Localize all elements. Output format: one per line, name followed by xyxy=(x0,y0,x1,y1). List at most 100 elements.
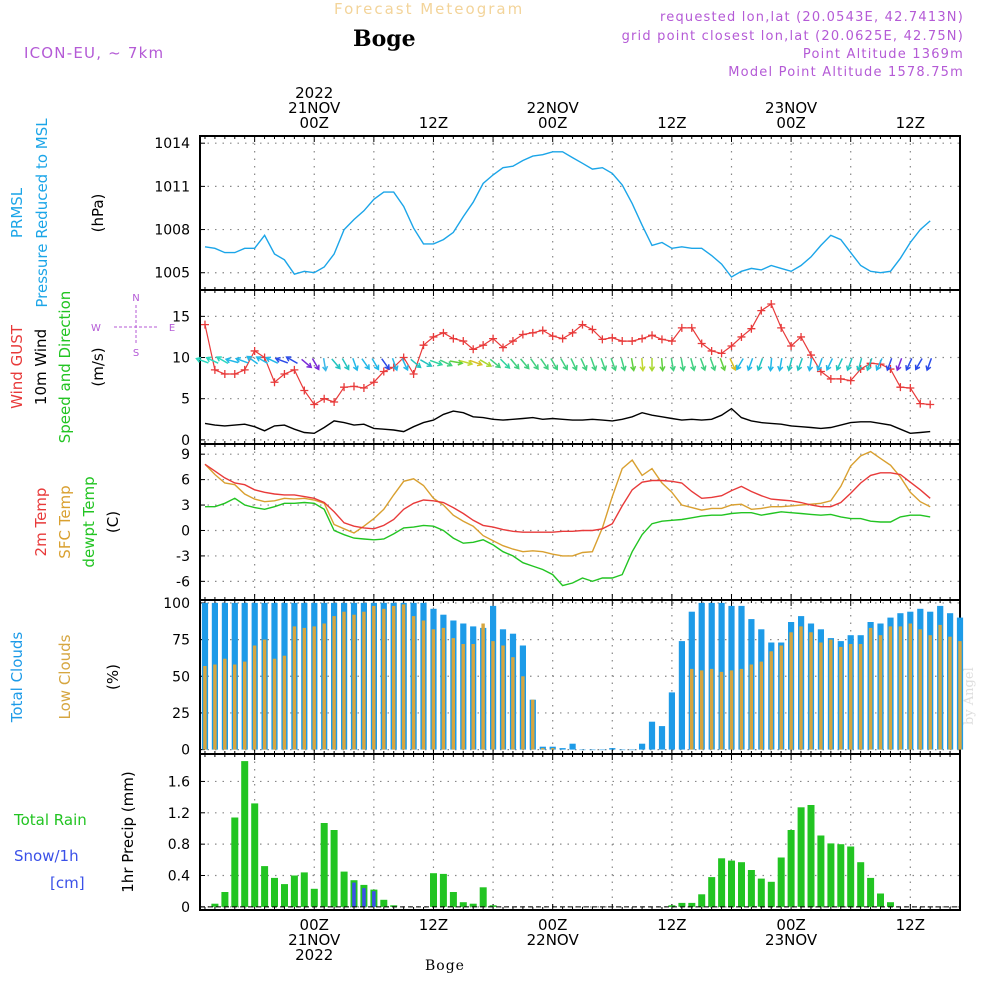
snow-bar xyxy=(352,882,356,907)
wind-ytick-label: 0 xyxy=(181,433,190,449)
low-cloud-bar xyxy=(709,668,714,750)
low-cloud-bar xyxy=(928,635,932,750)
bottom-time-label: 2022 xyxy=(295,946,333,964)
gust-marker xyxy=(797,332,806,341)
gust-marker xyxy=(707,346,716,355)
wind-arrow xyxy=(479,359,493,368)
temperature-temp2m-line xyxy=(204,463,931,533)
gust-marker xyxy=(568,328,577,337)
total-cloud-bar xyxy=(579,749,586,751)
requested-coords: requested lon,lat (20.0543E, 42.7413N) xyxy=(659,10,964,25)
wind-arrow xyxy=(580,358,588,372)
total-cloud-bar xyxy=(668,692,675,750)
wind-arrow xyxy=(925,358,933,372)
gust-marker xyxy=(548,332,557,341)
wind-arrow xyxy=(767,358,774,373)
gust-marker xyxy=(926,400,935,409)
temperature-ytick-label: 0 xyxy=(181,523,190,539)
total-cloud-bar xyxy=(639,743,646,750)
gust-marker xyxy=(459,337,468,346)
total-cloud-bar xyxy=(609,748,616,750)
gust-marker xyxy=(816,367,825,376)
gust-marker xyxy=(628,337,637,346)
gust-marker xyxy=(826,374,835,383)
low-cloud-bar xyxy=(700,670,704,750)
temperature-axis-label: SFC Temp xyxy=(56,485,74,558)
temperature-ytick-label: 6 xyxy=(181,473,190,489)
wind-arrow xyxy=(756,358,764,372)
wind-arrow xyxy=(914,358,923,371)
wind-arrow xyxy=(639,358,646,373)
wind-wind-line xyxy=(204,407,931,435)
wind-arrow xyxy=(659,358,666,373)
bottom-time-label: 23NOV xyxy=(765,931,818,949)
wind-arrow xyxy=(679,357,686,372)
model-point-altitude: Model Point Altitude 1578.75m xyxy=(728,65,964,80)
rain-bar xyxy=(757,878,765,907)
wind-arrow xyxy=(807,357,814,372)
wind-arrow xyxy=(341,358,350,371)
precip-ytick-label: 1.2 xyxy=(168,806,190,822)
precip-legend-snow-unit: [cm] xyxy=(50,874,85,892)
temperature-ytick-label: -6 xyxy=(176,574,190,590)
bottom-time-label: 00Z xyxy=(300,916,329,934)
gust-marker xyxy=(320,394,329,403)
precip-legend-rain: Total Rain xyxy=(13,811,87,829)
top-time-label: 00Z xyxy=(538,114,567,132)
wind-arrow xyxy=(620,358,627,372)
gust-marker xyxy=(409,370,418,378)
low-cloud-bar xyxy=(690,668,694,750)
wind-arrow xyxy=(265,356,279,364)
compass-w: W xyxy=(91,323,101,334)
clouds-ytick-label: 25 xyxy=(172,706,190,722)
rain-bar xyxy=(340,871,348,907)
precip-ytick-label: 1.6 xyxy=(168,774,190,790)
top-time-label: 23NOV xyxy=(765,99,818,117)
low-cloud-bar xyxy=(868,627,873,750)
low-cloud-bar xyxy=(322,623,326,750)
wind-arrow xyxy=(835,358,843,372)
rain-bar xyxy=(797,807,805,907)
wind-arrow xyxy=(796,358,804,372)
wind-arrow xyxy=(429,359,444,367)
rain-bar xyxy=(221,892,229,907)
gust-marker xyxy=(250,346,259,355)
gust-marker xyxy=(280,370,289,378)
rain-bar xyxy=(479,887,487,907)
compass-s: S xyxy=(133,348,139,359)
grid-point-coords: grid point closest lon,lat (20.0625E, 42… xyxy=(621,29,964,44)
low-cloud-bar xyxy=(501,645,505,750)
wind-arrow xyxy=(905,358,913,372)
wind-arrow xyxy=(371,358,380,371)
low-cloud-bar xyxy=(878,635,883,750)
low-cloud-bar xyxy=(898,626,903,750)
temperature-ytick-label: -3 xyxy=(176,549,190,565)
rain-bar xyxy=(439,873,447,907)
gust-marker xyxy=(300,386,309,395)
low-cloud-bar xyxy=(858,644,863,750)
wind-arrow xyxy=(311,358,320,371)
gust-marker xyxy=(846,376,855,385)
total-cloud-bar xyxy=(648,721,656,750)
rain-bar xyxy=(300,872,308,907)
low-cloud-bar xyxy=(411,616,416,750)
top-time-label: 12Z xyxy=(419,114,448,132)
rain-bar xyxy=(310,888,318,907)
rain-bar xyxy=(688,902,696,907)
pressure-axis-label: PRMSL xyxy=(8,187,26,238)
wind-ytick-label: 5 xyxy=(181,392,190,408)
wind-axis-label: (m/s) xyxy=(89,347,107,386)
wind-arrow xyxy=(215,356,229,365)
rain-bar xyxy=(877,893,884,907)
rain-bar xyxy=(231,817,239,907)
rain-bar xyxy=(708,877,716,907)
wind-arrow xyxy=(401,358,409,372)
gust-marker xyxy=(777,323,786,332)
temperature-axis-label: (C) xyxy=(104,511,122,533)
low-cloud-bar xyxy=(451,638,455,750)
low-cloud-bar xyxy=(759,661,763,750)
low-cloud-bar xyxy=(292,626,297,750)
wind-axis-label: Wind GUST xyxy=(8,324,26,409)
wind-arrow xyxy=(391,358,399,372)
low-cloud-bar xyxy=(779,645,783,750)
